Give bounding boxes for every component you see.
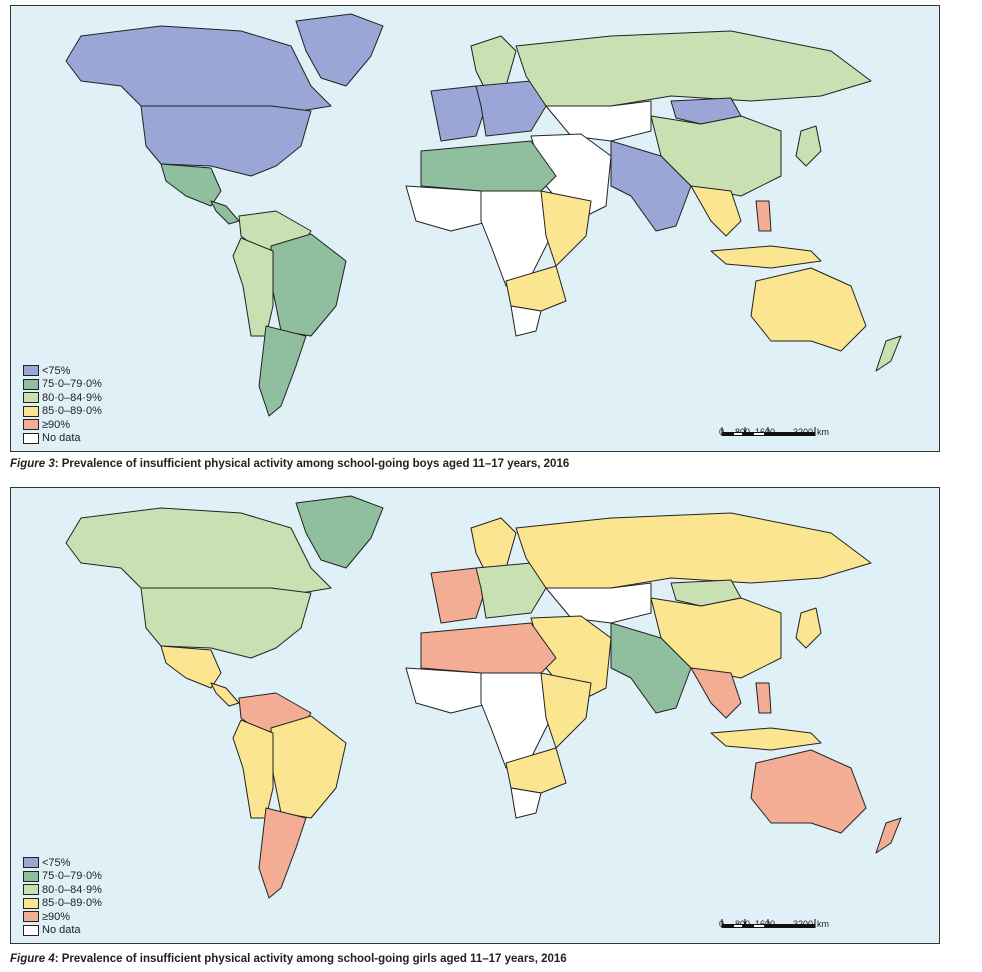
country-greenland bbox=[295, 13, 384, 87]
legend-item: 75·0–79·0% bbox=[23, 378, 102, 392]
figure-label: Figure 4 bbox=[10, 953, 55, 965]
country-north-africa bbox=[420, 622, 557, 674]
legend-label: ≥90% bbox=[42, 418, 71, 431]
country-australia bbox=[750, 267, 867, 352]
country-brazil bbox=[270, 715, 347, 819]
figure-3-map-panel: <75% 75·0–79·0% 80·0–84·9% 85·0–89·0% ≥9… bbox=[10, 5, 940, 452]
country-usa bbox=[140, 587, 312, 659]
legend-label: 75·0–79·0% bbox=[42, 870, 102, 883]
scale-bar-graphic bbox=[721, 919, 816, 928]
country-greenland bbox=[295, 495, 384, 569]
country-south-asia bbox=[610, 622, 692, 714]
country-indonesia bbox=[710, 245, 822, 269]
legend-swatch bbox=[23, 378, 39, 390]
figure-label: Figure 3 bbox=[10, 458, 55, 470]
legend-label: 85·0–89·0% bbox=[42, 897, 102, 910]
country-new-zealand bbox=[875, 335, 902, 372]
legend-swatch bbox=[23, 432, 39, 444]
legend-item: No data bbox=[23, 924, 102, 938]
legend-label: No data bbox=[42, 432, 81, 445]
world-map bbox=[65, 13, 902, 417]
caption-text: : Prevalence of insufficient physical ac… bbox=[54, 953, 567, 965]
legend-item: 75·0–79·0% bbox=[23, 870, 102, 884]
country-southeast-asia bbox=[690, 185, 742, 237]
map-legend: <75% 75·0–79·0% 80·0–84·9% 85·0–89·0% ≥9… bbox=[23, 856, 102, 937]
legend-swatch bbox=[23, 405, 39, 417]
figure-4-caption: Figure 4: Prevalence of insufficient phy… bbox=[10, 953, 567, 965]
legend-label: 80·0–84·9% bbox=[42, 883, 102, 896]
scale-bar: 0 800 1600 3200 km bbox=[719, 919, 829, 931]
legend-swatch bbox=[23, 884, 39, 896]
legend-swatch bbox=[23, 924, 39, 936]
legend-item: 85·0–89·0% bbox=[23, 405, 102, 419]
country-southeast-asia bbox=[690, 667, 742, 719]
legend-item: No data bbox=[23, 432, 102, 446]
figure-4-map-panel: <75% 75·0–79·0% 80·0–84·9% 85·0–89·0% ≥9… bbox=[10, 487, 940, 944]
country-japan bbox=[795, 125, 822, 167]
country-philippines bbox=[755, 682, 772, 714]
country-south-africa bbox=[510, 305, 542, 337]
legend-item: 80·0–84·9% bbox=[23, 883, 102, 897]
legend-label: ≥90% bbox=[42, 910, 71, 923]
country-canada bbox=[65, 25, 332, 112]
legend-label: 75·0–79·0% bbox=[42, 378, 102, 391]
figure-3-caption: Figure 3: Prevalence of insufficient phy… bbox=[10, 458, 569, 470]
scale-unit: km bbox=[817, 919, 829, 929]
country-southern-africa bbox=[505, 265, 567, 312]
legend-item: ≥90% bbox=[23, 418, 102, 432]
country-west-africa bbox=[405, 185, 492, 232]
country-philippines bbox=[755, 200, 772, 232]
scale-bar: 0 800 1600 3200 km bbox=[719, 427, 829, 439]
country-mexico bbox=[160, 163, 222, 207]
legend-item: ≥90% bbox=[23, 910, 102, 924]
country-russia bbox=[515, 512, 872, 589]
country-central-america bbox=[210, 682, 240, 707]
legend-label: <75% bbox=[42, 364, 71, 377]
country-new-zealand bbox=[875, 817, 902, 854]
legend-item: 85·0–89·0% bbox=[23, 897, 102, 911]
world-map bbox=[65, 495, 902, 899]
legend-label: 85·0–89·0% bbox=[42, 405, 102, 418]
legend-swatch bbox=[23, 870, 39, 882]
country-mexico bbox=[160, 645, 222, 689]
legend-swatch bbox=[23, 392, 39, 404]
country-usa bbox=[140, 105, 312, 177]
country-andes bbox=[232, 719, 274, 819]
country-east-africa bbox=[540, 672, 592, 749]
country-southern-cone bbox=[258, 325, 307, 417]
legend-item: 80·0–84·9% bbox=[23, 391, 102, 405]
map-legend: <75% 75·0–79·0% 80·0–84·9% 85·0–89·0% ≥9… bbox=[23, 364, 102, 445]
scale-unit: km bbox=[817, 427, 829, 437]
country-west-africa bbox=[405, 667, 492, 714]
country-south-africa bbox=[510, 787, 542, 819]
legend-item: <75% bbox=[23, 856, 102, 870]
legend-label: No data bbox=[42, 924, 81, 937]
legend-swatch bbox=[23, 419, 39, 431]
country-central-america bbox=[210, 200, 240, 225]
country-brazil bbox=[270, 233, 347, 337]
country-canada bbox=[65, 507, 332, 594]
legend-swatch bbox=[23, 911, 39, 923]
legend-label: <75% bbox=[42, 856, 71, 869]
scale-bar-graphic bbox=[721, 427, 816, 436]
country-southern-cone bbox=[258, 807, 307, 899]
country-north-africa bbox=[420, 140, 557, 192]
legend-swatch bbox=[23, 365, 39, 377]
caption-text: : Prevalence of insufficient physical ac… bbox=[54, 458, 570, 470]
legend-swatch bbox=[23, 857, 39, 869]
country-russia bbox=[515, 30, 872, 107]
legend-item: <75% bbox=[23, 364, 102, 378]
country-east-africa bbox=[540, 190, 592, 267]
country-south-asia bbox=[610, 140, 692, 232]
country-southern-africa bbox=[505, 747, 567, 794]
country-australia bbox=[750, 749, 867, 834]
country-andes bbox=[232, 237, 274, 337]
country-indonesia bbox=[710, 727, 822, 751]
legend-swatch bbox=[23, 897, 39, 909]
country-japan bbox=[795, 607, 822, 649]
legend-label: 80·0–84·9% bbox=[42, 391, 102, 404]
